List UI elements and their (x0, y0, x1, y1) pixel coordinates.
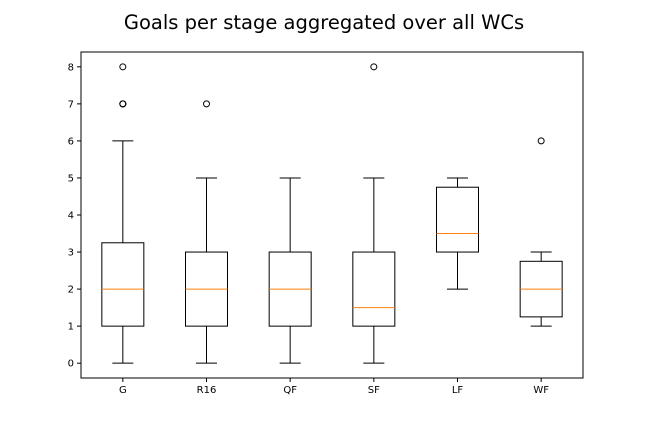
iqr-box (352, 251, 396, 327)
box-g: G (101, 63, 145, 396)
box-lf: LF (436, 177, 479, 396)
x-tick-label: WF (533, 385, 549, 396)
iqr-box (101, 242, 145, 327)
y-tick-label: 2 (68, 285, 74, 296)
outlier-point (119, 63, 127, 71)
y-tick-label: 0 (68, 359, 74, 370)
y-tick-label: 3 (68, 248, 74, 259)
chart-title: Goals per stage aggregated over all WCs (123, 11, 525, 34)
plot-frame (80, 51, 584, 379)
y-tick-label: 8 (68, 62, 74, 73)
x-tick-label: LF (452, 385, 464, 396)
x-tick-label: QF (283, 385, 297, 396)
box-sf: SF (352, 63, 396, 396)
y-tick-label: 4 (68, 211, 74, 222)
box-r16: R16 (185, 100, 228, 396)
outlier-point (119, 100, 127, 108)
x-tick-label: G (119, 385, 127, 396)
box-qf: QF (268, 177, 312, 396)
box-wf: WF (519, 137, 563, 396)
x-tick-label: R16 (197, 385, 217, 396)
plot-layer: 0 1 2 3 4 5 6 7 8 G R16 QF SF LF WF (68, 51, 584, 396)
outlier-point (203, 100, 210, 108)
y-tick-label: 5 (68, 173, 74, 184)
iqr-box (436, 186, 479, 253)
x-tick-label: SF (368, 385, 380, 396)
outlier-point (537, 137, 545, 145)
y-tick-label: 1 (68, 322, 74, 333)
y-tick-label: 7 (68, 99, 74, 110)
outlier-point (370, 63, 378, 71)
y-tick-label: 6 (68, 136, 74, 147)
